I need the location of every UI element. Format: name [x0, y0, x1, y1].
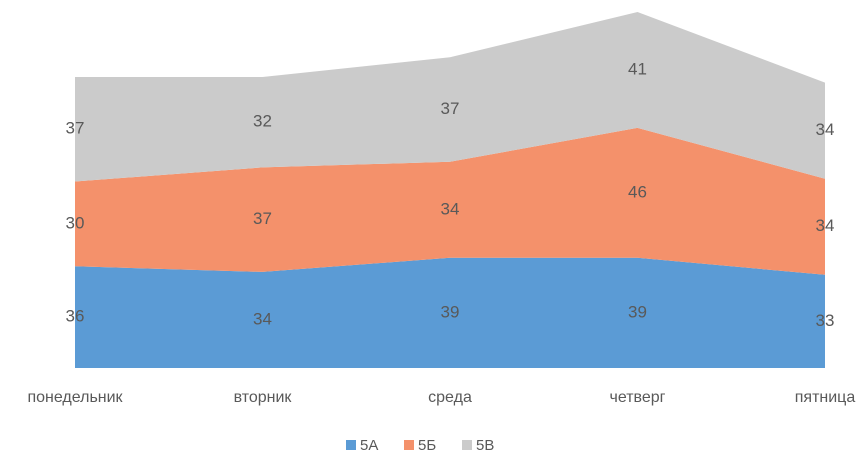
x-tick-label: среда	[428, 389, 472, 406]
data-label: 34	[253, 309, 272, 328]
legend-label: 5Б	[418, 437, 436, 454]
x-tick-label: понедельник	[27, 389, 123, 406]
area	[75, 127, 825, 275]
data-label: 34	[816, 120, 835, 139]
data-label: 39	[628, 302, 647, 321]
x-tick-label: четверг	[610, 389, 666, 406]
data-label: 37	[441, 99, 460, 118]
data-label: 41	[628, 59, 647, 78]
data-label: 34	[441, 199, 460, 218]
data-label: 34	[816, 216, 835, 235]
data-label: 39	[441, 302, 460, 321]
data-label: 37	[66, 119, 85, 138]
x-tick-label: вторник	[234, 389, 293, 406]
legend-label: 5А	[360, 437, 378, 454]
data-label: 37	[253, 209, 272, 228]
legend-swatch	[404, 440, 414, 450]
area	[75, 257, 825, 368]
data-label: 30	[66, 213, 85, 232]
legend: 5А 5Б 5В	[346, 437, 494, 454]
legend-swatch	[346, 440, 356, 450]
data-label: 36	[66, 307, 85, 326]
data-label: 32	[253, 112, 272, 131]
x-tick-label: пятница	[795, 389, 856, 406]
legend-swatch	[462, 440, 472, 450]
data-label: 33	[816, 311, 835, 330]
data-label: 46	[628, 182, 647, 201]
legend-label: 5В	[476, 437, 494, 454]
area	[75, 12, 825, 182]
